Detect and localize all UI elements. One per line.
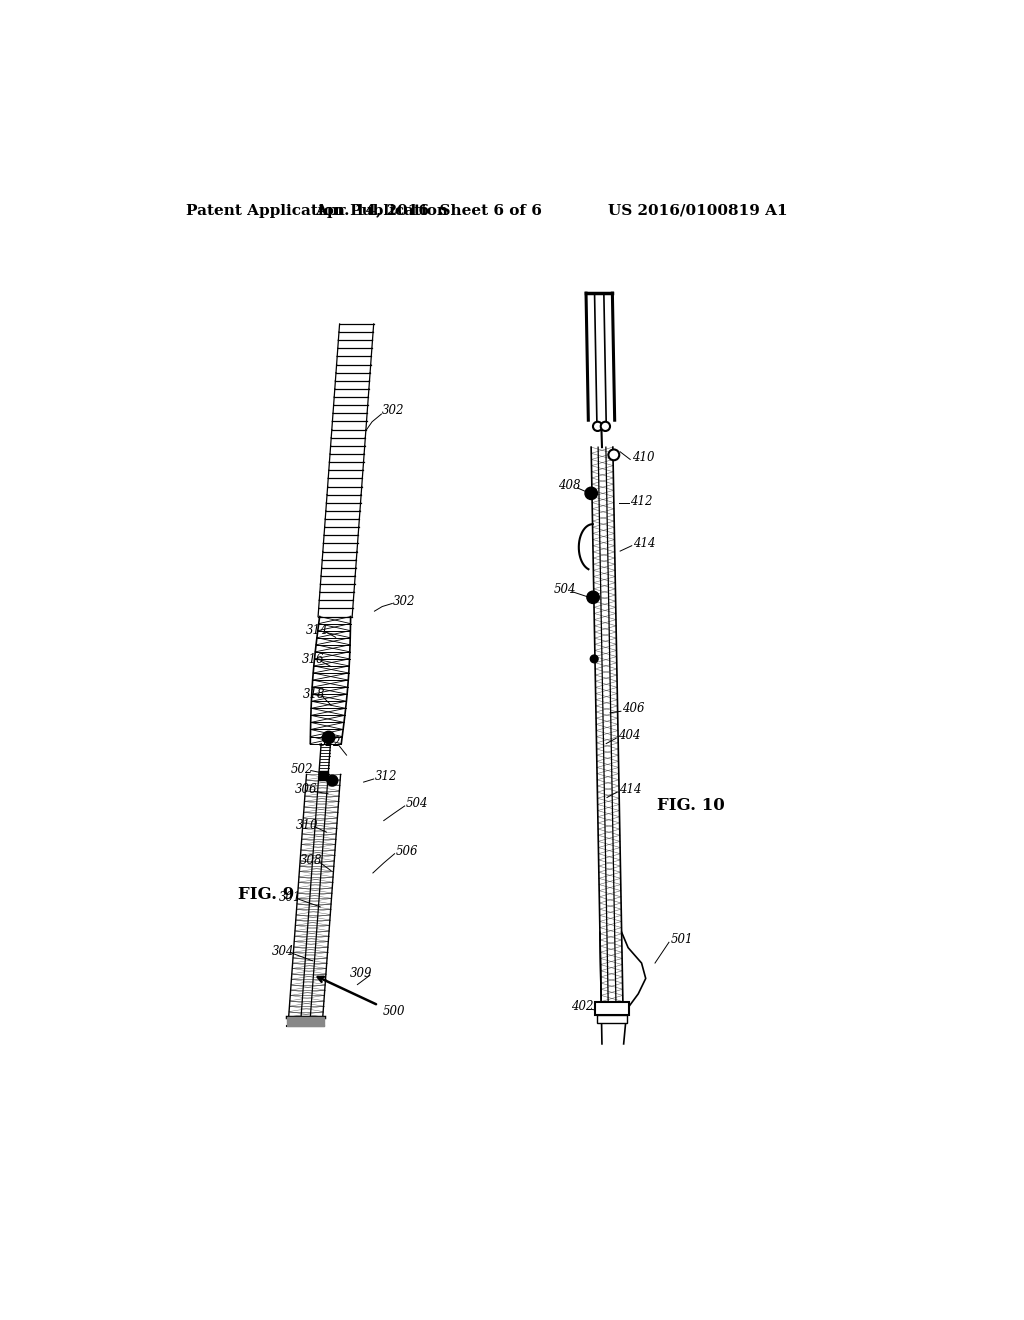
Text: 504: 504 (554, 583, 575, 597)
Text: Apr. 14, 2016  Sheet 6 of 6: Apr. 14, 2016 Sheet 6 of 6 (315, 203, 542, 218)
Bar (597, 1015, 627, 1023)
Circle shape (601, 422, 610, 432)
Text: 309: 309 (349, 966, 372, 979)
Bar (595, 1002, 629, 1015)
Text: 402: 402 (571, 1001, 594, 1014)
Text: 316: 316 (302, 653, 325, 667)
Text: 408: 408 (558, 479, 581, 492)
Text: 302: 302 (381, 404, 403, 417)
Text: 322: 322 (318, 737, 341, 750)
Text: 406: 406 (623, 702, 645, 715)
Text: 314: 314 (306, 624, 329, 638)
Text: 404: 404 (617, 730, 640, 742)
Text: 414: 414 (618, 783, 641, 796)
Bar (287, 1016, 325, 1026)
Text: FIG. 9: FIG. 9 (238, 886, 294, 903)
Text: FIG. 10: FIG. 10 (656, 797, 724, 813)
Text: 301: 301 (280, 891, 302, 904)
Text: 304: 304 (272, 945, 295, 958)
Text: 506: 506 (395, 845, 418, 858)
Circle shape (323, 731, 335, 743)
Text: 306: 306 (295, 783, 317, 796)
Text: 312: 312 (375, 770, 397, 783)
Text: Patent Application Publication: Patent Application Publication (186, 203, 449, 218)
Text: 504: 504 (406, 797, 428, 810)
Text: 414: 414 (633, 537, 655, 550)
Text: 412: 412 (630, 495, 652, 508)
Text: 410: 410 (632, 450, 654, 463)
Text: 502: 502 (291, 763, 313, 776)
Text: 500: 500 (382, 1005, 404, 1018)
Text: 308: 308 (300, 854, 323, 867)
Circle shape (608, 450, 620, 461)
Circle shape (587, 591, 599, 603)
Circle shape (593, 422, 602, 432)
Circle shape (327, 775, 338, 785)
Text: 310: 310 (295, 818, 317, 832)
Text: US 2016/0100819 A1: US 2016/0100819 A1 (608, 203, 788, 218)
Text: 318: 318 (302, 688, 325, 701)
Text: 501: 501 (671, 933, 693, 946)
Circle shape (585, 487, 597, 499)
Text: 302: 302 (393, 594, 416, 607)
Circle shape (590, 655, 598, 663)
Bar (318, 771, 328, 780)
